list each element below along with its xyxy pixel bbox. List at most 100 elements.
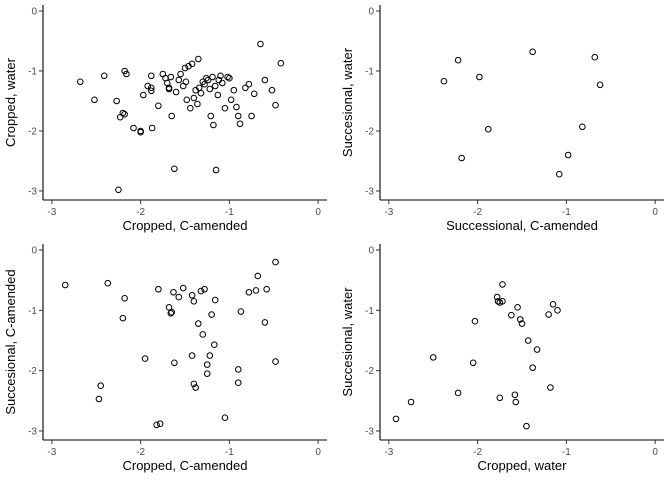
data-point <box>458 154 465 162</box>
data-point <box>172 88 180 96</box>
data-point <box>76 78 84 86</box>
data-point <box>171 165 178 173</box>
data-point <box>210 341 218 349</box>
x-tick-label: 0 <box>652 447 658 458</box>
y-axis-title: Succesional, C-amended <box>3 269 18 414</box>
data-point <box>156 420 164 428</box>
data-point <box>100 72 108 80</box>
data-point <box>236 120 244 128</box>
y-tick-label: 0 <box>31 246 37 257</box>
data-point <box>268 86 276 94</box>
data-point <box>115 186 122 194</box>
y-tick-label: 0 <box>368 7 374 18</box>
data-point <box>201 80 208 88</box>
data-point <box>175 76 183 84</box>
data-point <box>471 317 479 325</box>
x-tick-label: -1 <box>562 207 571 218</box>
data-point <box>183 96 191 104</box>
data-point <box>499 297 506 305</box>
data-point <box>547 384 554 391</box>
data-point <box>514 304 521 311</box>
data-point <box>190 380 198 388</box>
data-point <box>392 415 400 423</box>
x-tick-label: 0 <box>315 447 321 458</box>
data-point <box>549 301 557 308</box>
y-tick-label: -3 <box>365 426 374 437</box>
data-point <box>245 288 253 296</box>
data-point <box>499 281 506 288</box>
data-point <box>171 359 178 367</box>
data-point <box>545 311 552 318</box>
data-point <box>201 285 208 293</box>
x-tick-label: -2 <box>473 207 482 218</box>
data-point <box>263 285 270 293</box>
y-tick-label: -1 <box>365 67 374 78</box>
data-point <box>155 285 162 293</box>
y-tick-label: 0 <box>368 246 374 257</box>
data-point <box>97 382 104 390</box>
data-point <box>529 364 536 371</box>
x-axis-title: Cropped, C-amended <box>122 218 247 233</box>
data-point <box>203 370 211 377</box>
data-point <box>206 352 214 359</box>
data-point <box>596 81 604 89</box>
data-point <box>524 337 532 344</box>
panel-top-right: -3 -2 -1 0 -3 -2 -1 0 Successional, C-amended Suc… <box>340 5 664 233</box>
data-point <box>204 76 212 84</box>
data-point <box>195 320 202 327</box>
data-point <box>188 291 196 299</box>
data-point <box>187 104 194 112</box>
data-point <box>242 84 249 92</box>
data-point <box>123 70 130 78</box>
data-point <box>407 398 415 406</box>
y-tick-label: -2 <box>365 127 374 138</box>
x-axis-title: Cropped, C-amended <box>122 458 247 473</box>
data-point <box>147 72 155 80</box>
y-tick-label: -2 <box>28 366 37 377</box>
data-point <box>188 352 196 359</box>
data-point <box>454 389 462 397</box>
data-point <box>181 64 189 72</box>
data-point <box>210 121 217 129</box>
data-point <box>165 304 173 311</box>
x-tick-label: 0 <box>315 207 321 218</box>
data-point <box>175 293 183 301</box>
data-point <box>511 391 519 399</box>
y-tick-label: -3 <box>365 187 374 198</box>
data-point <box>203 74 210 82</box>
data-point <box>224 73 231 81</box>
data-point <box>147 84 155 92</box>
data-point <box>221 104 229 112</box>
data-point <box>496 394 504 402</box>
data-point <box>476 73 483 81</box>
data-point <box>148 124 156 132</box>
data-point <box>257 40 264 48</box>
x-tick-label: -3 <box>47 447 56 458</box>
x-axis-title: Successional, C-amended <box>446 218 598 233</box>
data-point <box>454 56 462 64</box>
x-tick-label: -2 <box>473 447 482 458</box>
data-point <box>529 48 536 56</box>
x-tick-label: -3 <box>384 447 393 458</box>
data-point <box>121 294 128 302</box>
data-point <box>188 60 196 68</box>
data-point <box>165 85 173 93</box>
data-point <box>170 288 177 296</box>
data-point <box>190 297 198 305</box>
data-point <box>237 308 245 315</box>
panel-bottom-right: -3 -2 -1 0 -3 -2 -1 0 Cropped, water Succesional,… <box>340 244 664 473</box>
data-point <box>61 281 69 289</box>
x-tick-label: -3 <box>47 207 56 218</box>
data-point <box>245 80 253 88</box>
data-point <box>147 87 155 95</box>
data-point <box>217 72 224 80</box>
data-point <box>144 82 152 90</box>
data-point <box>104 279 112 287</box>
y-tick-label: -1 <box>28 306 37 317</box>
data-point <box>168 308 175 316</box>
y-tick-label: -2 <box>365 366 374 377</box>
panel-top-left: -3 -2 -1 0 -3 -2 -1 0 Cropped, C-amended Cropped,… <box>3 5 327 233</box>
y-tick-label: 0 <box>31 7 37 18</box>
data-point <box>212 166 220 174</box>
data-point <box>195 55 202 63</box>
